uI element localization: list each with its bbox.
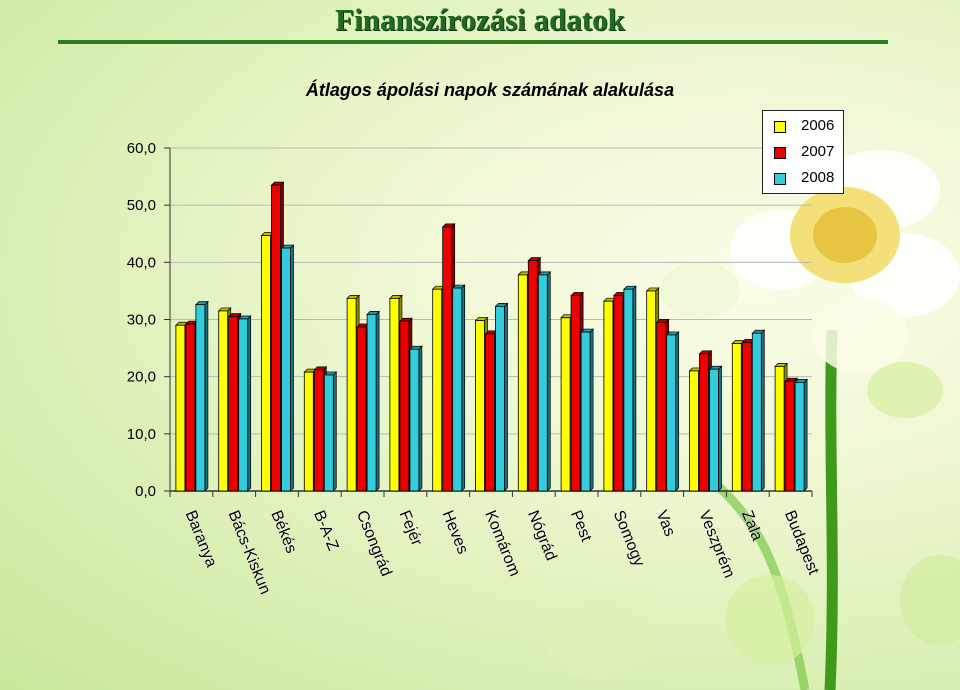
bar-side <box>632 285 637 492</box>
bar-side <box>290 244 294 492</box>
bar <box>741 341 752 492</box>
bar <box>580 331 591 492</box>
bar <box>613 295 624 492</box>
bar-side <box>375 310 380 492</box>
bar <box>751 332 762 492</box>
bar-side <box>675 331 680 492</box>
bar <box>784 380 795 492</box>
bar <box>517 274 528 492</box>
bar <box>485 333 495 492</box>
x-tick-label: Somogy <box>610 508 648 569</box>
x-tick-label: Veszprém <box>695 508 737 580</box>
bar <box>389 297 400 492</box>
bar-side <box>803 378 808 492</box>
legend-item-2008: 2008 <box>771 168 843 190</box>
bar <box>409 348 420 492</box>
bar-side <box>546 271 551 492</box>
bar-side <box>332 371 337 492</box>
x-tick-label: Békés <box>267 508 299 556</box>
bar <box>709 368 719 492</box>
bar <box>495 305 505 492</box>
x-tick-label: Budapest <box>781 508 822 578</box>
bar <box>238 318 249 492</box>
bar <box>432 288 443 492</box>
x-tick-label: B-A-Z <box>310 508 341 553</box>
bar <box>794 381 805 492</box>
bar-side <box>247 315 252 492</box>
legend-item-2007: 2007 <box>771 142 843 164</box>
bar <box>356 326 367 492</box>
bar <box>228 316 239 492</box>
y-tick-label: 60,0 <box>127 140 156 157</box>
page-title: Finanszírozási adatok <box>335 2 625 37</box>
x-tick-label: Nógrád <box>524 508 559 563</box>
bar <box>175 324 186 492</box>
legend-swatch-2006 <box>774 121 786 133</box>
y-tick-label: 40,0 <box>127 254 156 271</box>
y-tick-label: 50,0 <box>127 197 156 214</box>
bar-side <box>461 284 466 492</box>
x-tick-label: Bács-Kiskun <box>224 508 273 597</box>
legend-item-2006: 2006 <box>771 116 843 138</box>
bar <box>666 334 677 492</box>
bar <box>281 247 291 492</box>
bar <box>475 320 485 492</box>
bar <box>271 184 281 492</box>
x-tick-label: Heves <box>438 508 471 556</box>
bar-side <box>589 328 594 492</box>
x-tick-label: Vas <box>652 508 678 539</box>
x-tick-label: Csongrád <box>353 508 395 579</box>
bar <box>366 313 377 492</box>
bar-side <box>718 365 722 492</box>
legend-label-2008: 2008 <box>801 169 835 186</box>
bar <box>313 369 324 492</box>
y-tick-label: 10,0 <box>127 426 156 443</box>
bar <box>656 321 667 492</box>
bar <box>646 290 657 492</box>
bar <box>195 304 206 492</box>
x-tick-label: Zala <box>738 508 765 543</box>
x-tick-label: Fejér <box>396 508 426 549</box>
x-tick-label: Baranya <box>182 508 220 570</box>
legend-swatch-2008 <box>774 173 786 185</box>
title-divider <box>58 40 888 44</box>
bar <box>731 343 742 492</box>
bar <box>261 235 271 492</box>
chart-title: Átlagos ápolási napok számának alakulása <box>305 80 675 100</box>
bar-side <box>760 329 765 492</box>
y-tick-label: 20,0 <box>127 369 156 386</box>
bar <box>346 297 357 492</box>
bar <box>452 287 463 492</box>
bar-side <box>504 302 508 492</box>
bar-side <box>418 345 423 492</box>
bar <box>185 323 196 492</box>
bar <box>399 320 410 492</box>
bar-side <box>204 300 209 492</box>
bar <box>689 370 699 492</box>
bar <box>560 317 571 492</box>
bar <box>303 371 314 492</box>
y-tick-label: 0,0 <box>135 483 156 500</box>
legend-swatch-2007 <box>774 147 786 159</box>
bar <box>537 274 548 492</box>
chart-legend: 2006 2007 2008 <box>762 110 844 194</box>
bar <box>699 353 709 492</box>
bar <box>323 374 334 492</box>
legend-label-2006: 2006 <box>801 117 835 134</box>
bar <box>603 300 614 492</box>
bar <box>623 288 634 492</box>
y-tick-label: 30,0 <box>127 312 156 329</box>
x-tick-label: Komárom <box>481 508 523 579</box>
bar <box>570 295 581 492</box>
bar <box>218 310 229 492</box>
x-tick-label: Pest <box>567 508 595 545</box>
legend-label-2007: 2007 <box>801 143 835 160</box>
bar <box>774 365 785 492</box>
bar <box>442 226 453 492</box>
bar <box>527 260 538 492</box>
